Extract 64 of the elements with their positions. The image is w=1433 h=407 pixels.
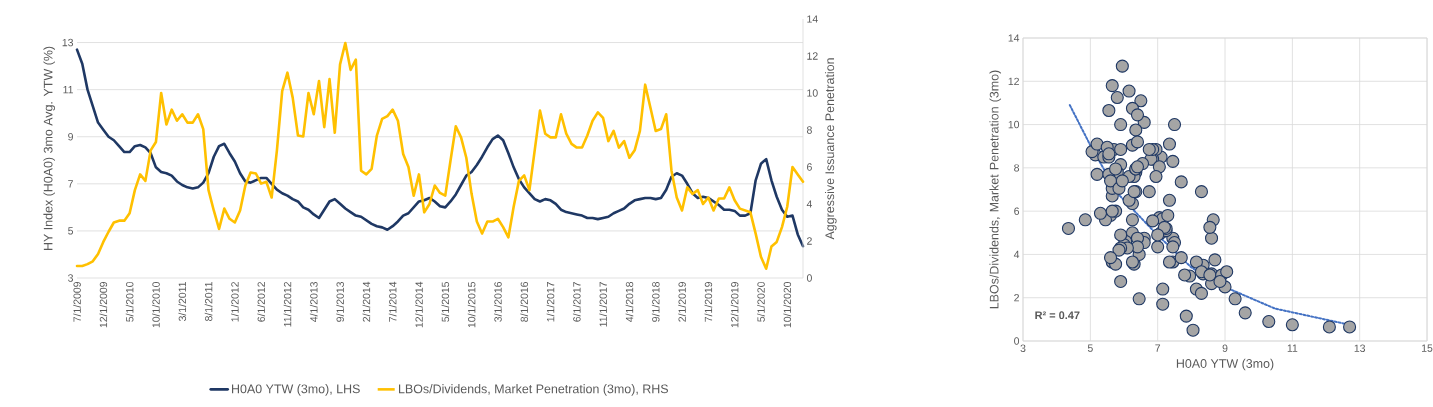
y2-tick-label: 8: [806, 126, 812, 134]
x-tick-label: 8/1/2016: [520, 281, 529, 322]
x-tick-label: 5/1/2015: [441, 281, 450, 322]
x-tick-label: 11: [1287, 344, 1298, 352]
x-tick-label: 5/1/2010: [125, 281, 134, 322]
y2-tick-label: 14: [807, 15, 818, 23]
y-tick-label: 4: [1013, 250, 1020, 259]
y-tick-label: 0: [1014, 337, 1020, 345]
x-tick-label: 15: [1422, 344, 1433, 352]
x-tick-label: 9: [1222, 344, 1228, 352]
x-tick-label: 2/1/2014: [362, 281, 371, 322]
x-tick-label: 2/1/2019: [678, 282, 686, 322]
x-tick-label: 9/1/2018: [651, 281, 660, 322]
x-tick-label: 1/1/2017: [546, 282, 555, 322]
y-tick-label: 12: [1008, 77, 1019, 85]
x-tick-label: 10/1/2010: [152, 281, 160, 328]
x-tick-label: 5/1/2020: [757, 281, 765, 322]
y2-tick-label: 4: [806, 200, 813, 208]
y-axis-title: LBOs/Dividends, Market Penetration (3mo): [989, 70, 1002, 309]
x-tick-label: 7/1/2009: [73, 282, 81, 322]
x-tick-label: 3/1/2016: [494, 281, 502, 322]
y2-tick-label: 0: [806, 274, 812, 282]
x-tick-label: 3: [1020, 344, 1026, 352]
y-tick-label: 13: [62, 38, 74, 47]
x-tick-label: 12/1/2014: [415, 281, 423, 328]
y-tick-label: 3: [68, 274, 74, 282]
x-tick-label: 1/1/2012: [230, 282, 239, 322]
y2-axis-title: Aggressive Issuance Penetration: [825, 58, 837, 240]
x-tick-label: 7: [1155, 344, 1161, 352]
x-tick-label: 10/1/2020: [783, 281, 792, 328]
y-tick-label: 7: [68, 180, 73, 188]
y-tick-label: 11: [63, 86, 73, 94]
y-tick-label: 6: [1014, 207, 1020, 215]
x-tick-label: 6/1/2017: [572, 282, 581, 322]
y-tick-label: 10: [1008, 120, 1020, 129]
x-tick-label: 12/1/2019: [730, 282, 739, 328]
y-tick-label: 14: [1008, 34, 1020, 42]
x-tick-label: 8/1/2011: [204, 282, 213, 322]
x-tick-label: 13: [1354, 344, 1366, 352]
y2-tick-label: 2: [807, 237, 812, 245]
x-tick-label: 10/1/2015: [467, 281, 476, 328]
x-tick-label: 7/1/2019: [704, 282, 713, 322]
y-tick-label: 8: [1014, 164, 1020, 172]
y2-tick-label: 12: [807, 52, 818, 60]
annotation: R² = 0.47: [1035, 311, 1080, 320]
x-tick-label: 6/1/2012: [257, 282, 265, 322]
x-tick-label: 12/1/2009: [99, 282, 108, 328]
x-tick-label: 4/1/2013: [309, 281, 318, 323]
x-tick-label: 3/1/2011: [178, 282, 187, 322]
legend-label: H0A0 YTW (3mo), LHS: [232, 384, 360, 396]
x-axis-title: H0A0 YTW (3mo): [1176, 358, 1274, 371]
x-tick-label: 5: [1087, 344, 1093, 352]
y2-tick-label: 10: [807, 89, 818, 97]
y-tick-label: 2: [1014, 294, 1019, 302]
legend-label: LBOs/Dividends, Market Penetration (3mo), RHS: [399, 384, 669, 396]
x-tick-label: 11/1/2012: [283, 282, 292, 327]
y-tick-label: 5: [68, 227, 74, 235]
x-tick-label: 4/1/2018: [625, 281, 634, 323]
x-tick-label: 9/1/2013: [336, 281, 344, 322]
x-tick-label: 7/1/2014: [388, 281, 397, 322]
y-tick-label: 9: [68, 133, 73, 141]
x-tick-label: 11/1/2017: [599, 282, 607, 327]
y2-tick-label: 6: [807, 163, 812, 171]
y-axis-title: HY Index (H0A0) 3mo Avg. YTW (%): [43, 46, 55, 251]
